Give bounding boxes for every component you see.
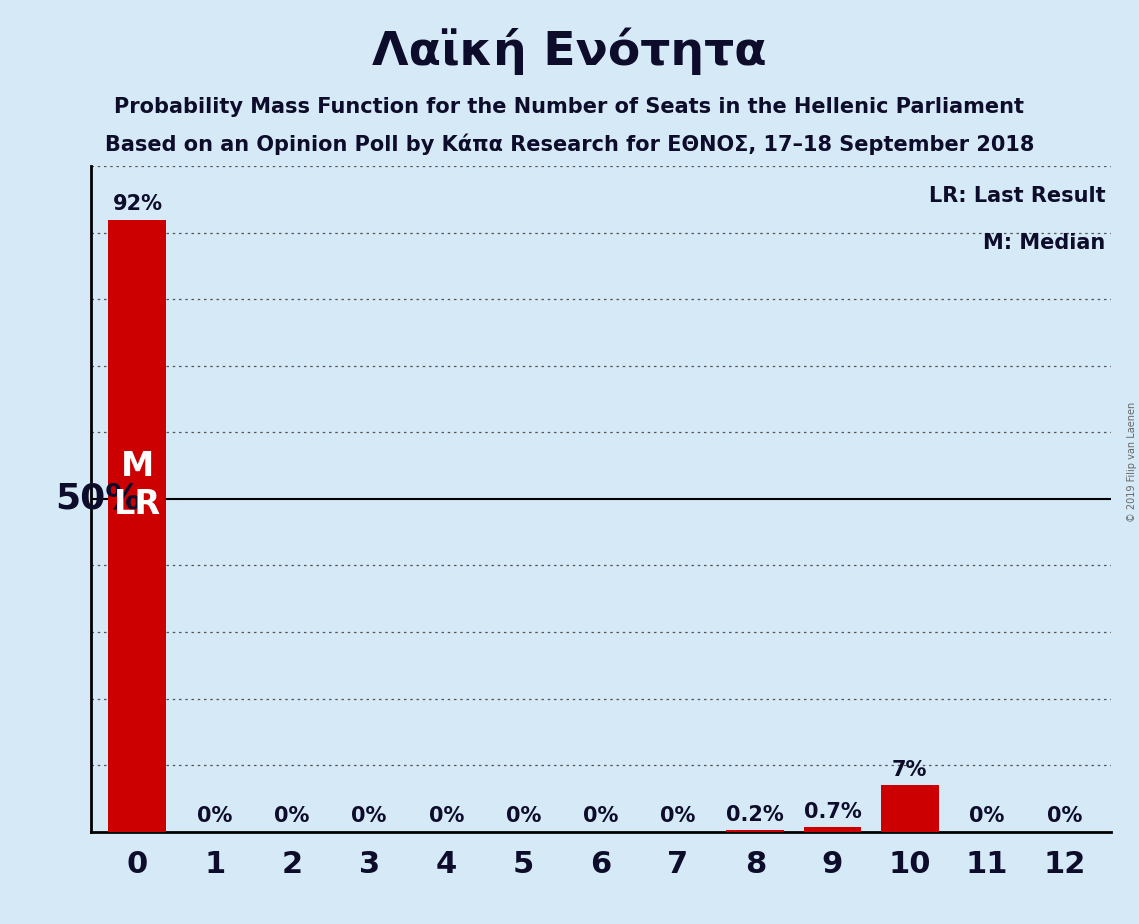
Text: M: Median: M: Median	[983, 233, 1106, 253]
Bar	[108, 220, 166, 832]
Text: 0%: 0%	[506, 807, 541, 826]
Text: 0%: 0%	[1047, 807, 1082, 826]
Text: Λαϊκή Ενότητα: Λαϊκή Ενότητα	[372, 28, 767, 75]
Text: LR: Last Result: LR: Last Result	[928, 187, 1106, 206]
Text: Based on an Opinion Poll by Κάπα Research for ΕΘΝΟΣ, 17–18 September 2018: Based on an Opinion Poll by Κάπα Researc…	[105, 134, 1034, 155]
Bar	[803, 827, 861, 832]
Bar	[727, 831, 785, 832]
Text: © 2019 Filip van Laenen: © 2019 Filip van Laenen	[1126, 402, 1137, 522]
Text: 7%: 7%	[892, 760, 927, 780]
Text: 0.2%: 0.2%	[727, 805, 784, 825]
Text: 0%: 0%	[352, 807, 387, 826]
Text: 50%: 50%	[56, 482, 142, 516]
Text: 92%: 92%	[113, 194, 163, 214]
Text: M
LR: M LR	[114, 450, 161, 521]
Text: 0%: 0%	[661, 807, 696, 826]
Text: 0%: 0%	[969, 807, 1005, 826]
Bar	[880, 785, 939, 832]
Text: 0%: 0%	[197, 807, 232, 826]
Text: Probability Mass Function for the Number of Seats in the Hellenic Parliament: Probability Mass Function for the Number…	[115, 97, 1024, 117]
Text: 0.7%: 0.7%	[804, 802, 861, 821]
Text: 0%: 0%	[583, 807, 618, 826]
Text: 0%: 0%	[428, 807, 464, 826]
Text: 0%: 0%	[274, 807, 310, 826]
